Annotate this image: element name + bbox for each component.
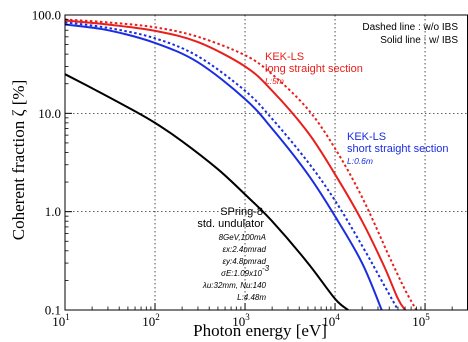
y-tick-label: 1.0 [45, 204, 61, 219]
spring8-param-sigma-exp: -3 [262, 264, 270, 273]
y-tick-label: 10.0 [38, 106, 61, 121]
spring8-param-beam: 8GeV,100mA [219, 233, 266, 242]
spring8-param-length: L:4.48m [237, 293, 266, 302]
series-lines [65, 18, 418, 310]
series-line-2 [65, 21, 399, 310]
spring8-param-sigma: σE:1.09x10 [221, 269, 262, 278]
legend-solid: Solid line : w/ IBS [380, 35, 458, 46]
spring8-param-ey: εy:4.8pmrad [222, 257, 266, 266]
series-line-1 [65, 19, 406, 310]
x-axis-label: Photon energy [eV] [193, 321, 327, 340]
x-tick-label: 102 [142, 312, 160, 329]
kek-short-desc: short straight section [347, 143, 449, 155]
y-tick-label: 100.0 [32, 8, 61, 23]
kek-short-param: L:0.6m [347, 156, 373, 166]
series-line-4 [65, 73, 349, 310]
spring8-name: SPring-8 [220, 206, 263, 218]
kek-long-desc: long straight section [265, 63, 363, 75]
legend-dashed: Dashed line : w/o IBS [362, 22, 458, 33]
spring8-param-undulator: λu:32mm, Nu:140 [202, 281, 267, 290]
spring8-param-ex: εx:2.4nmrad [222, 245, 266, 254]
kek-short-name: KEK-LS [347, 131, 386, 143]
kek-long-param: L:5m [265, 76, 284, 86]
kek-long-name: KEK-LS [265, 51, 304, 63]
x-tick-label: 105 [412, 312, 430, 329]
y-axis-label: Coherent fraction ζ [%] [9, 80, 28, 240]
spring8-desc: std. undulator [197, 218, 264, 230]
y-tick-label: 0.1 [45, 303, 61, 318]
grid-lines [65, 15, 468, 310]
series-line-3 [65, 23, 383, 310]
series-line-0 [65, 18, 418, 310]
